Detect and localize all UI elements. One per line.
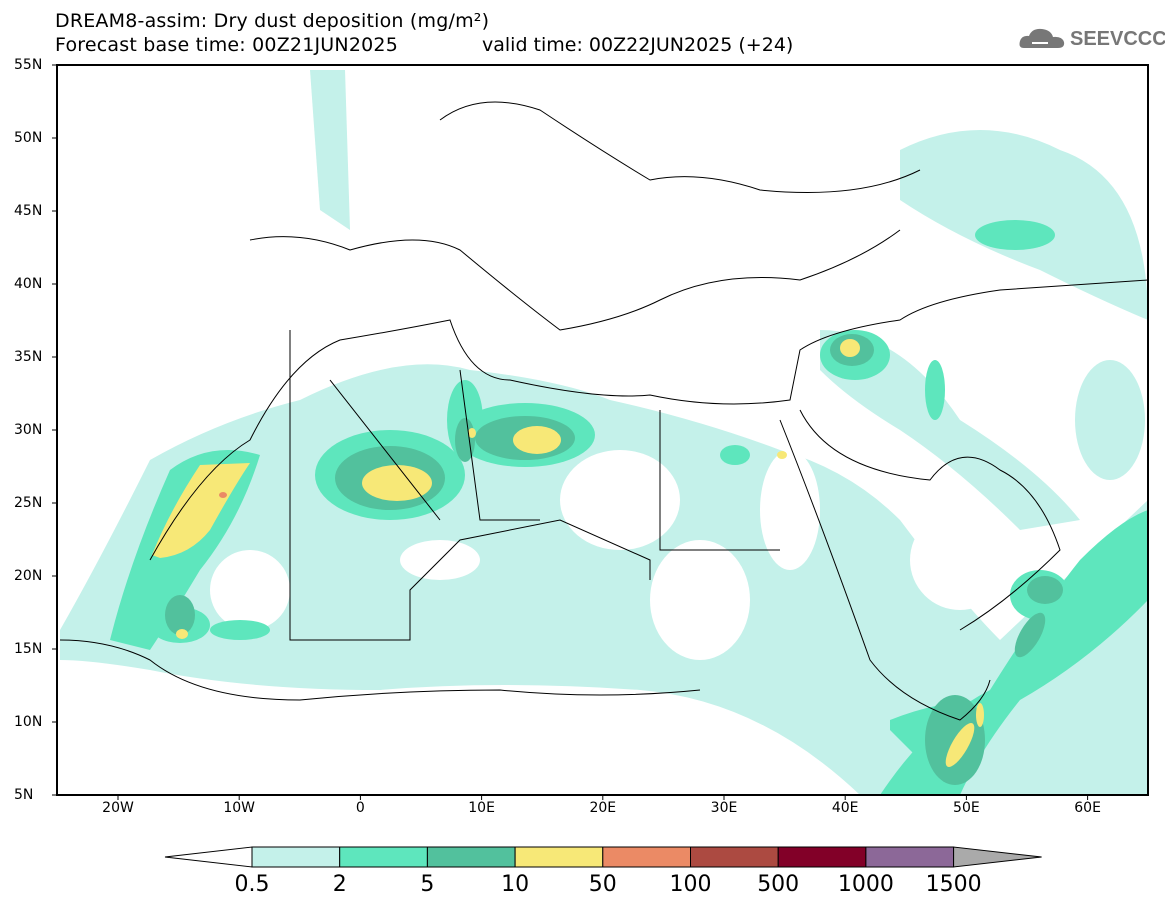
lon-label: 50E	[953, 800, 980, 816]
lat-label: 35N	[14, 349, 43, 365]
colorbar-label: 1500	[925, 872, 982, 897]
colorbar-swatch	[426, 846, 516, 868]
lon-label: 60E	[1074, 800, 1101, 816]
lon-label: 20W	[102, 800, 134, 816]
lat-label: 50N	[14, 130, 43, 146]
colorbar-swatch	[251, 846, 341, 868]
lon-label: 0	[355, 800, 365, 816]
seevccc-logo: SEEVCCC	[1018, 26, 1165, 52]
lat-label: 30N	[14, 422, 43, 438]
lon-label: 30E	[710, 800, 738, 816]
colorbar-swatch	[339, 846, 428, 868]
lon-label: 20E	[589, 800, 617, 816]
map-title: DREAM8-assim: Dry dust deposition (mg/m²…	[55, 10, 490, 32]
lat-label: 5N	[14, 787, 34, 803]
lon-label: 10E	[468, 800, 495, 816]
lat-label: 15N	[14, 641, 43, 657]
colorbar-swatch	[602, 846, 691, 868]
colorbar-swatch	[690, 846, 779, 868]
colorbar-label: 500	[757, 872, 800, 897]
lon-label: 40E	[831, 800, 859, 816]
colorbar-label: 2	[332, 872, 347, 897]
lat-label: 45N	[14, 203, 43, 219]
cloud-icon	[1019, 28, 1065, 48]
colorbar-swatch	[865, 846, 955, 868]
colorbar-label: 5	[420, 872, 435, 897]
valid-time: valid time: 00Z22JUN2025 (+24)	[482, 34, 794, 56]
colorbar-label: 100	[669, 872, 712, 897]
lon-label: 10W	[223, 800, 256, 816]
colorbar-swatch	[514, 846, 604, 868]
colorbar-swatch	[953, 846, 1042, 868]
colorbar-min-arrow	[164, 846, 253, 868]
logo-text: SEEVCCC	[1070, 27, 1165, 50]
colorbar-label: 10	[501, 872, 530, 897]
lat-label: 20N	[14, 568, 43, 584]
lat-label: 40N	[14, 276, 43, 292]
colorbar-swatch	[777, 846, 867, 868]
lat-label: 55N	[14, 57, 43, 73]
dust-field	[59, 70, 1148, 795]
colorbar-label: 1000	[837, 872, 894, 897]
lat-label: 25N	[14, 495, 43, 511]
colorbar-label: 0.5	[234, 872, 270, 897]
colorbar-label: 50	[588, 872, 617, 897]
lat-label: 10N	[14, 714, 43, 730]
forecast-base-time: Forecast base time: 00Z21JUN2025	[55, 34, 398, 56]
